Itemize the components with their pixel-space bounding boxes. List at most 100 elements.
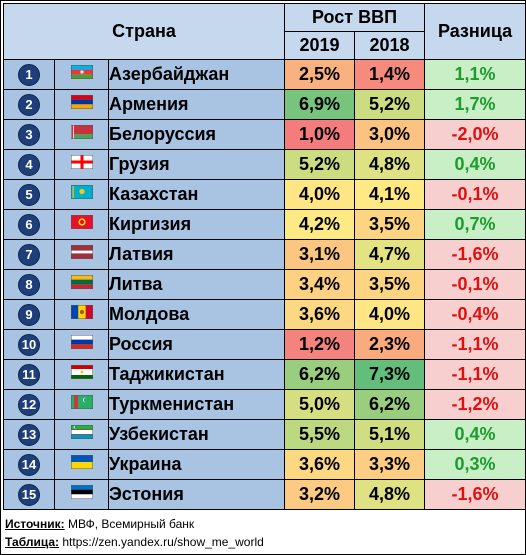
rank-badge: 14 xyxy=(18,453,40,476)
flag-cell xyxy=(54,119,109,150)
flag-cell xyxy=(54,239,109,270)
flag-cell xyxy=(54,149,109,180)
rank-cell: 3 xyxy=(3,119,55,150)
gdp-2018-cell: 4,0% xyxy=(354,299,426,330)
header-year-2019: 2019 xyxy=(284,31,356,60)
gdp-2018-cell: 1,4% xyxy=(354,59,426,90)
gdp-2018-cell: 5,1% xyxy=(354,419,426,450)
gdp-2019-cell: 3,2% xyxy=(284,479,356,510)
difference-cell: 0,4% xyxy=(424,419,526,450)
gdp-2018-cell: 6,2% xyxy=(354,389,426,420)
gdp-2019-cell: 5,5% xyxy=(284,419,356,450)
difference-cell: -1,1% xyxy=(424,359,526,390)
rank-cell: 2 xyxy=(3,89,55,120)
georgia-flag-icon xyxy=(70,155,93,174)
gdp-2019-cell: 2,5% xyxy=(284,59,356,90)
flag-cell xyxy=(54,359,109,390)
rank-badge: 2 xyxy=(18,93,40,116)
rank-cell: 12 xyxy=(3,389,55,420)
table-row: 8 Литва 3,4% 3,5% -0,1% xyxy=(3,269,526,300)
difference-cell: -1,2% xyxy=(424,389,526,420)
gdp-2019-cell: 5,2% xyxy=(284,149,356,180)
table-link[interactable]: https://zen.yandex.ru/show_me_world xyxy=(62,535,264,549)
gdp-2019-cell: 6,2% xyxy=(284,359,356,390)
flag-cell xyxy=(54,419,109,450)
table-row: 10 Россия 1,2% 2,3% -1,1% xyxy=(3,329,526,360)
rank-badge: 7 xyxy=(18,243,40,266)
gdp-2019-cell: 4,0% xyxy=(284,179,356,210)
country-name: Молдова xyxy=(107,299,286,330)
footer: Источник: МВФ, Всемирный банк Таблица: h… xyxy=(5,515,264,551)
rank-cell: 14 xyxy=(3,449,55,480)
rank-cell: 10 xyxy=(3,329,55,360)
table-label: Таблица: xyxy=(5,535,60,549)
country-name: Грузия xyxy=(107,149,286,180)
header-gdp-growth: Рост ВВП xyxy=(284,3,426,32)
gdp-2018-cell: 4,7% xyxy=(354,239,426,270)
gdp-2019-cell: 6,9% xyxy=(284,89,356,120)
gdp-2018-cell: 3,0% xyxy=(354,119,426,150)
difference-cell: 1,1% xyxy=(424,59,526,90)
difference-cell: -0,1% xyxy=(424,269,526,300)
difference-cell: 1,7% xyxy=(424,89,526,120)
rank-cell: 4 xyxy=(3,149,55,180)
estonia-flag-icon xyxy=(70,485,93,504)
flag-cell xyxy=(54,209,109,240)
table-row: 9 Молдова 3,6% 4,0% -0,4% xyxy=(3,299,526,330)
table-credit-line: Таблица: https://zen.yandex.ru/show_me_w… xyxy=(5,533,264,551)
rank-cell: 11 xyxy=(3,359,55,390)
difference-cell: 0,7% xyxy=(424,209,526,240)
country-name: Латвия xyxy=(107,239,286,270)
difference-cell: -2,0% xyxy=(424,119,526,150)
gdp-2019-cell: 3,1% xyxy=(284,239,356,270)
rank-badge: 13 xyxy=(18,423,40,446)
belarus-flag-icon xyxy=(70,125,93,144)
rank-cell: 7 xyxy=(3,239,55,270)
gdp-2019-cell: 4,2% xyxy=(284,209,356,240)
rank-badge: 12 xyxy=(18,393,40,416)
rank-cell: 5 xyxy=(3,179,55,210)
kazakhstan-flag-icon xyxy=(70,185,93,204)
flag-cell xyxy=(54,89,109,120)
gdp-2018-cell: 4,8% xyxy=(354,479,426,510)
country-name: Эстония xyxy=(107,479,286,510)
table-row: 15 Эстония 3,2% 4,8% -1,6% xyxy=(3,479,526,510)
azerbaijan-flag-icon xyxy=(70,65,93,84)
rank-cell: 15 xyxy=(3,479,55,510)
rank-badge: 1 xyxy=(18,63,40,86)
source-line: Источник: МВФ, Всемирный банк xyxy=(5,515,264,533)
russia-flag-icon xyxy=(70,335,93,354)
table-row: 14 Украина 3,6% 3,3% 0,3% xyxy=(3,449,526,480)
source-label: Источник: xyxy=(5,517,65,531)
country-name: Казахстан xyxy=(107,179,286,210)
gdp-2018-cell: 3,3% xyxy=(354,449,426,480)
header-year-2018: 2018 xyxy=(354,31,426,60)
table-row: 5 Казахстан 4,0% 4,1% -0,1% xyxy=(3,179,526,210)
gdp-2018-cell: 5,2% xyxy=(354,89,426,120)
table-row: 4 Грузия 5,2% 4,8% 0,4% xyxy=(3,149,526,180)
difference-cell: -0,4% xyxy=(424,299,526,330)
gdp-2018-cell: 4,1% xyxy=(354,179,426,210)
country-name: Азербайджан xyxy=(107,59,286,90)
gdp-table: Страна Рост ВВП Разница 2019 2018 1 Азерб… xyxy=(2,3,526,510)
difference-cell: -1,6% xyxy=(424,239,526,270)
country-name: Белоруссия xyxy=(107,119,286,150)
armenia-flag-icon xyxy=(70,95,93,114)
flag-cell xyxy=(54,329,109,360)
flag-cell xyxy=(54,479,109,510)
rank-badge: 4 xyxy=(18,153,40,176)
gdp-2018-cell: 7,3% xyxy=(354,359,426,390)
gdp-2018-cell: 2,3% xyxy=(354,329,426,360)
gdp-2018-cell: 4,8% xyxy=(354,149,426,180)
difference-cell: -0,1% xyxy=(424,179,526,210)
rank-badge: 9 xyxy=(18,303,40,326)
rank-badge: 11 xyxy=(18,363,40,386)
rank-cell: 8 xyxy=(3,269,55,300)
rank-badge: 3 xyxy=(18,123,40,146)
country-name: Таджикистан xyxy=(107,359,286,390)
country-name: Киргизия xyxy=(107,209,286,240)
rank-badge: 8 xyxy=(18,273,40,296)
moldova-flag-icon xyxy=(70,305,93,324)
table-row: 13 Узбекистан 5,5% 5,1% 0,4% xyxy=(3,419,526,450)
